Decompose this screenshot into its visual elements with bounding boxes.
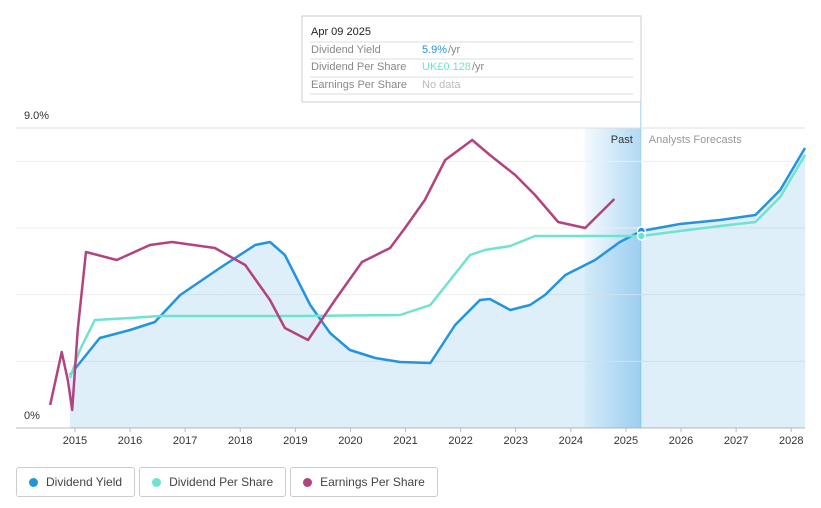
tooltip-value: 5.9%	[422, 44, 447, 56]
legend-swatch	[152, 477, 162, 487]
x-tick-label: 2023	[503, 435, 527, 447]
x-tick-label: 2027	[724, 435, 748, 447]
y-tick-label: 9.0%	[24, 110, 49, 122]
tooltip-unit: /yr	[472, 61, 485, 73]
tooltip-label: Dividend Yield	[311, 44, 381, 56]
tooltip-value: UK£0.128	[422, 61, 471, 73]
forecast-label: Analysts Forecasts	[649, 134, 742, 146]
legend: Dividend Yield Dividend Per Share Earnings…	[16, 467, 438, 497]
legend-item[interactable]: Earnings Per Share	[290, 467, 438, 497]
x-tick-label: 2028	[779, 435, 803, 447]
x-tick-label: 2021	[393, 435, 417, 447]
legend-swatch	[29, 477, 38, 487]
x-tick-label: 2020	[338, 435, 362, 447]
x-tick-label: 2015	[63, 435, 87, 447]
legend-label: Dividend Yield	[46, 475, 123, 489]
x-tick-label: 2017	[173, 435, 197, 447]
x-tick-label: 2026	[669, 435, 693, 447]
tooltip-date: Apr 09 2025	[311, 26, 371, 38]
x-tick-label: 2019	[283, 435, 307, 447]
x-tick-label: 2022	[448, 435, 472, 447]
highlight-point	[636, 231, 647, 241]
legend-item[interactable]: Dividend Yield	[16, 467, 136, 497]
legend-label: Earnings Per Share	[320, 475, 425, 489]
series-line	[48, 138, 616, 412]
past-label: Past	[611, 134, 633, 146]
y-tick-label: 0%	[24, 410, 40, 422]
tooltip-label: Earnings Per Share	[311, 79, 407, 91]
tooltip-label: Dividend Per Share	[311, 61, 406, 73]
series-area	[69, 148, 806, 428]
tooltip-value: No data	[422, 79, 461, 91]
x-tick-label: 2018	[228, 435, 252, 447]
legend-label: Dividend Per Share	[169, 475, 274, 489]
x-tick-label: 2024	[559, 435, 583, 447]
series-line	[69, 147, 807, 376]
legend-swatch	[303, 477, 313, 487]
legend-item[interactable]: Dividend Per Share	[139, 467, 287, 497]
past-region	[584, 128, 641, 428]
x-tick-label: 2025	[614, 435, 638, 447]
x-tick-label: 2016	[118, 435, 142, 447]
series-line	[68, 154, 807, 379]
tooltip-unit: /yr	[448, 44, 461, 56]
